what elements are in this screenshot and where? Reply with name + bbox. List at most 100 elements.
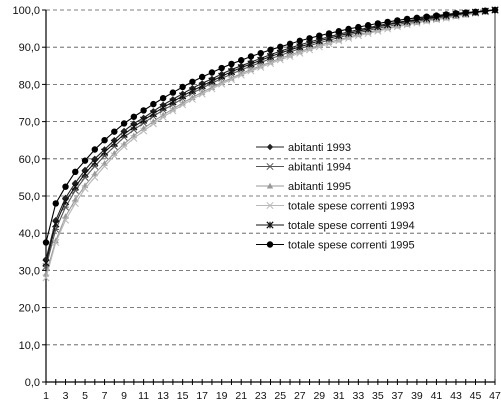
data-point	[355, 23, 362, 31]
x-tick-label: 5	[82, 390, 88, 402]
x-tick-label: 37	[392, 390, 404, 402]
data-point	[345, 25, 352, 33]
data-point	[179, 92, 187, 100]
data-point	[62, 183, 69, 190]
data-point	[149, 120, 157, 128]
data-point	[140, 127, 148, 135]
data-point	[218, 80, 226, 88]
y-tick-label: 100,0	[12, 5, 40, 17]
data-point	[247, 67, 255, 75]
data-point	[238, 57, 245, 64]
data-point	[198, 82, 206, 90]
data-point	[286, 52, 294, 61]
data-point	[52, 220, 60, 228]
data-point	[130, 113, 138, 120]
x-tick-label: 9	[121, 390, 127, 402]
data-point	[71, 183, 79, 191]
data-point	[491, 6, 499, 14]
data-point	[296, 37, 303, 45]
data-point	[423, 13, 430, 20]
legend-label: abitanti 1994	[288, 162, 351, 174]
data-point	[218, 64, 225, 72]
data-point	[101, 162, 109, 170]
data-point	[335, 28, 343, 35]
data-point	[81, 185, 89, 193]
data-point	[71, 199, 79, 207]
data-point	[188, 87, 197, 95]
data-point	[237, 71, 245, 79]
x-tick-label: 43	[450, 390, 462, 402]
legend-item-1: abitanti 1993	[256, 142, 351, 154]
data-point	[247, 60, 255, 68]
data-point	[42, 239, 50, 246]
data-point	[228, 60, 235, 68]
data-point	[305, 40, 314, 48]
data-point	[120, 142, 128, 151]
data-point	[120, 120, 128, 127]
data-point	[198, 90, 206, 98]
legend-item-2: abitanti 1994	[256, 162, 351, 174]
x-tick-label: 29	[313, 390, 325, 402]
data-point	[91, 173, 99, 181]
series-2	[42, 6, 499, 271]
data-point	[61, 197, 70, 206]
y-tick-label: 10,0	[19, 340, 40, 352]
data-point	[286, 46, 294, 54]
data-point	[208, 85, 216, 93]
data-point	[198, 73, 206, 81]
y-tick-label: 0,0	[25, 377, 40, 389]
data-point	[276, 56, 284, 64]
data-point	[159, 103, 167, 112]
y-tick-label: 90,0	[19, 42, 40, 54]
legend-label: abitanti 1993	[288, 142, 351, 154]
legend-item-5: totale spese correnti 1994	[256, 220, 415, 232]
x-tick-label: 27	[294, 390, 306, 402]
data-point	[442, 11, 450, 18]
data-point	[189, 78, 196, 85]
y-tick-label: 60,0	[19, 154, 40, 166]
legend-label: totale spese correnti 1995	[288, 240, 415, 252]
x-tick-label: 39	[411, 390, 423, 402]
legend-item-3: abitanti 1995	[256, 181, 351, 193]
x-tick-label: 47	[489, 390, 501, 402]
data-point	[208, 69, 216, 76]
data-point	[403, 15, 411, 23]
data-point	[61, 216, 70, 224]
data-point	[277, 43, 284, 51]
data-point	[325, 30, 333, 37]
x-tick-label: 3	[63, 390, 69, 402]
x-tick-label: 33	[353, 390, 365, 402]
data-point	[42, 270, 50, 277]
data-point	[139, 116, 148, 124]
legend-label: abitanti 1995	[288, 181, 351, 193]
data-point	[384, 18, 391, 26]
data-point	[286, 40, 294, 48]
series-5	[42, 6, 499, 267]
data-point	[364, 22, 372, 29]
x-tick-label: 45	[470, 390, 482, 402]
x-tick-label: 1	[43, 390, 49, 402]
data-point	[472, 8, 479, 16]
data-point	[394, 17, 401, 24]
series-line	[45, 9, 496, 243]
data-point	[325, 40, 333, 48]
y-tick-label: 40,0	[19, 228, 40, 240]
x-tick-label: 13	[157, 390, 169, 402]
data-point	[130, 134, 138, 142]
x-tick-label: 11	[138, 390, 149, 402]
data-point	[305, 46, 314, 54]
data-point	[266, 221, 274, 229]
data-point	[482, 7, 489, 14]
data-point	[266, 201, 274, 210]
data-point	[140, 107, 147, 114]
data-point	[188, 95, 196, 103]
data-point	[227, 76, 236, 84]
data-point	[169, 89, 177, 96]
y-tick-label: 70,0	[19, 117, 40, 129]
data-point	[120, 130, 128, 138]
data-point	[335, 37, 343, 45]
data-point	[296, 43, 304, 51]
data-point	[42, 259, 50, 267]
data-point	[111, 128, 118, 135]
